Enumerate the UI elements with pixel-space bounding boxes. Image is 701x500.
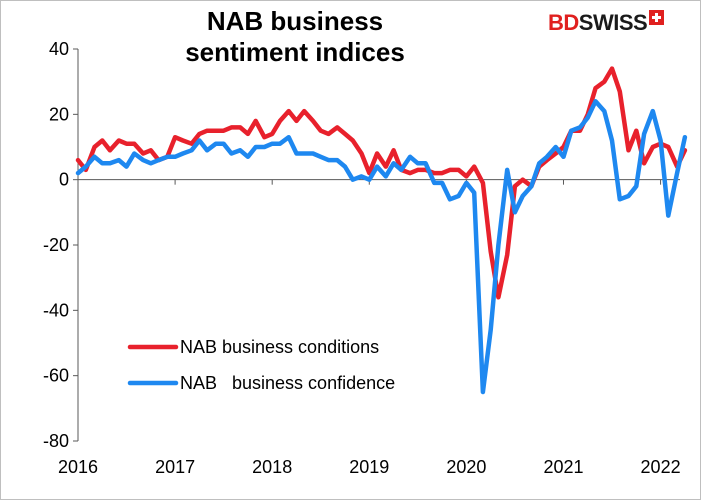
legend: NAB business conditions NAB business conf… bbox=[127, 337, 395, 393]
y-tick-label: 40 bbox=[49, 39, 69, 59]
x-tick-label: 2019 bbox=[349, 457, 389, 477]
y-tick-label: 0 bbox=[59, 170, 69, 190]
x-tick-label: 2020 bbox=[446, 457, 486, 477]
chart-title: NAB business sentiment indices bbox=[150, 6, 440, 68]
legend-label-business-confidence: NAB business confidence bbox=[180, 373, 395, 393]
swiss-cross-icon bbox=[649, 9, 665, 25]
logo-text-swiss: SWISS bbox=[578, 10, 648, 35]
x-tick-label: 2016 bbox=[58, 457, 98, 477]
logo-text-bd: BD bbox=[548, 10, 579, 35]
y-tick-label: -40 bbox=[43, 300, 69, 320]
bdswiss-logo: BD SWISS bbox=[548, 9, 665, 35]
legend-label-business-conditions: NAB business conditions bbox=[180, 337, 379, 357]
x-tick-label: 2017 bbox=[155, 457, 195, 477]
y-tick-label: 20 bbox=[49, 104, 69, 124]
x-tick-label: 2018 bbox=[252, 457, 292, 477]
chart-title-line-1: NAB business bbox=[206, 6, 384, 36]
y-tick-label: -60 bbox=[43, 366, 69, 386]
x-tick-label: 2021 bbox=[543, 457, 583, 477]
series-line-business-confidence bbox=[75, 99, 688, 395]
y-tick-label: -20 bbox=[43, 235, 69, 255]
x-tick-label: 2022 bbox=[641, 457, 681, 477]
chart-title-line-2: sentiment indices bbox=[185, 37, 405, 67]
y-tick-label: -80 bbox=[43, 431, 69, 451]
